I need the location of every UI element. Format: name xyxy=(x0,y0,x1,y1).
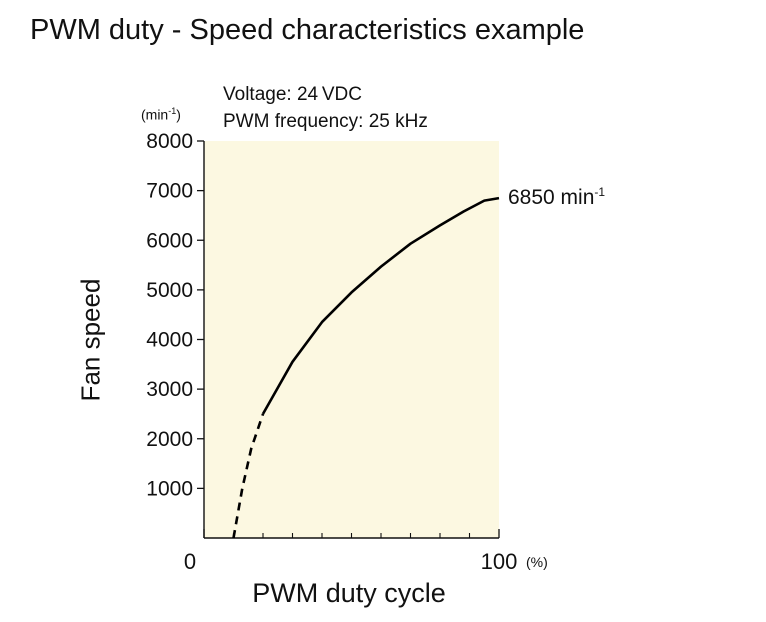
y-tick-label: 7000 xyxy=(146,180,193,203)
y-tick-label: 3000 xyxy=(146,378,193,401)
plot-area xyxy=(204,141,499,538)
x-axis-label: PWM duty cycle xyxy=(252,578,446,608)
y-tick-label: 1000 xyxy=(146,477,193,500)
frequency-note: PWM frequency: 25 kHz xyxy=(223,111,428,132)
x-tick-label: 0 xyxy=(184,549,196,574)
max-speed-annotation: 6850 min-1 xyxy=(508,185,605,209)
y-tick-label: 5000 xyxy=(146,279,193,302)
fan-speed-curve-dashed xyxy=(232,413,265,539)
y-axis-unit: (min-1) xyxy=(141,106,181,123)
voltage-note: Voltage: 24 VDC xyxy=(223,84,363,105)
x-axis-unit: (%) xyxy=(526,554,548,570)
y-tick-label: 8000 xyxy=(146,130,193,153)
y-tick-label: 2000 xyxy=(146,428,193,451)
y-tick-label: 4000 xyxy=(146,329,193,352)
fan-speed-curve xyxy=(261,196,500,415)
y-tick-label: 6000 xyxy=(146,229,193,252)
x-tick-label: 100 xyxy=(481,549,518,574)
chart-title: PWM duty - Speed characteristics example xyxy=(30,14,585,46)
